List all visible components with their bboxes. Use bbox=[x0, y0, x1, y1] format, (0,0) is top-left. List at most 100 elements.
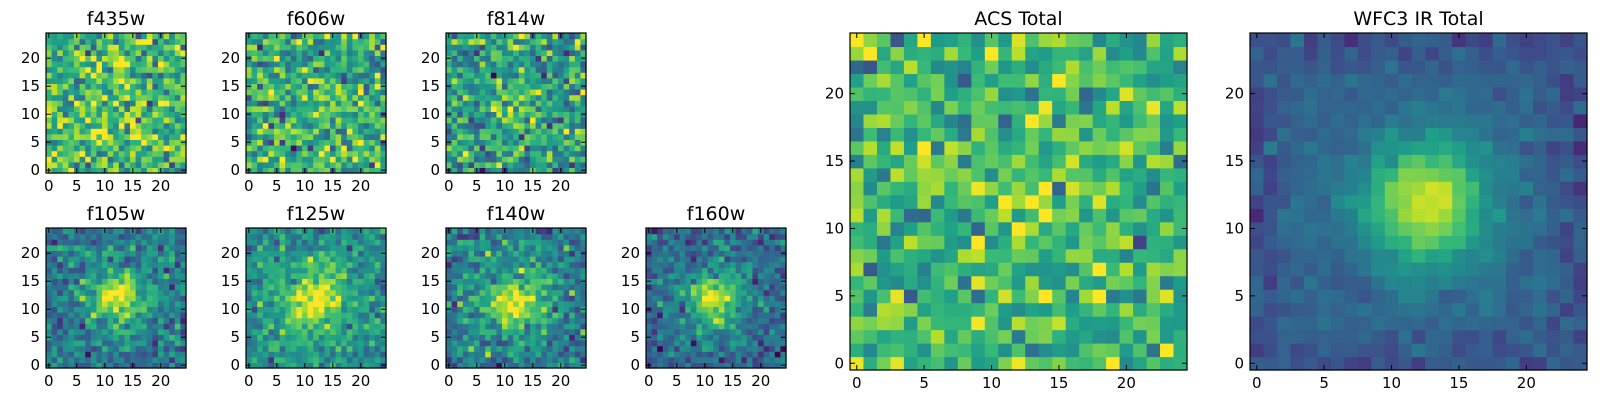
cell-f814w bbox=[563, 117, 570, 124]
cell-acs bbox=[850, 181, 865, 196]
cell-f606w bbox=[262, 77, 269, 84]
cell-f435w bbox=[85, 117, 92, 124]
cell-f606w bbox=[335, 66, 342, 73]
cell-f105w bbox=[90, 345, 97, 352]
cell-f606w bbox=[262, 133, 269, 140]
cell-f814w bbox=[569, 161, 576, 168]
cell-f140w bbox=[535, 244, 542, 251]
cell-f160w bbox=[718, 312, 725, 319]
cell-f606w bbox=[346, 122, 353, 129]
cell-f105w bbox=[118, 306, 125, 313]
cell-f814w bbox=[518, 66, 525, 73]
cell-f140w bbox=[479, 312, 486, 319]
cell-f606w bbox=[358, 66, 365, 73]
cell-f105w bbox=[90, 278, 97, 285]
cell-f140w bbox=[446, 345, 453, 352]
cell-f105w bbox=[113, 267, 120, 274]
cell-f606w bbox=[274, 105, 281, 112]
cell-f140w bbox=[490, 356, 497, 363]
cell-f435w bbox=[113, 128, 120, 135]
cell-acs bbox=[850, 275, 865, 290]
cell-f814w bbox=[546, 156, 553, 163]
cell-f140w bbox=[446, 300, 453, 307]
cell-f105w bbox=[90, 228, 97, 235]
cell-f435w bbox=[141, 61, 148, 68]
cell-f125w bbox=[279, 239, 286, 246]
cell-f606w bbox=[346, 100, 353, 107]
cell-f140w bbox=[563, 328, 570, 335]
cell-f125w bbox=[341, 233, 348, 240]
cell-f160w bbox=[780, 244, 787, 251]
cell-f606w bbox=[369, 105, 376, 112]
cell-f606w bbox=[335, 122, 342, 129]
cell-f435w bbox=[74, 117, 81, 124]
cell-f105w bbox=[146, 228, 153, 235]
cell-f606w bbox=[358, 55, 365, 62]
cell-f814w bbox=[451, 66, 458, 73]
cell-f105w bbox=[85, 244, 92, 251]
cell-f814w bbox=[462, 44, 469, 51]
cell-f606w bbox=[318, 83, 325, 90]
cell-f140w bbox=[580, 300, 587, 307]
cell-f125w bbox=[296, 345, 303, 352]
cell-f814w bbox=[552, 44, 559, 51]
cell-f606w bbox=[307, 89, 314, 96]
cell-f105w bbox=[85, 345, 92, 352]
cell-f435w bbox=[158, 161, 165, 168]
cell-f814w bbox=[507, 61, 514, 68]
cell-f105w bbox=[113, 351, 120, 358]
cell-f140w bbox=[502, 340, 509, 347]
cell-f160w bbox=[702, 256, 709, 263]
cell-acs bbox=[1079, 208, 1094, 223]
cell-f140w bbox=[563, 261, 570, 268]
cell-f125w bbox=[358, 295, 365, 302]
cell-f606w bbox=[246, 72, 253, 79]
cell-f435w bbox=[113, 72, 120, 79]
cell-f606w bbox=[285, 61, 292, 68]
cell-f140w bbox=[496, 278, 503, 285]
cell-f814w bbox=[446, 38, 453, 45]
cell-f160w bbox=[730, 256, 737, 263]
cell-f435w bbox=[68, 133, 75, 140]
cell-f140w bbox=[479, 256, 486, 263]
cell-f435w bbox=[46, 128, 53, 135]
cell-f140w bbox=[451, 351, 458, 358]
cell-f125w bbox=[318, 300, 325, 307]
cell-f435w bbox=[74, 139, 81, 146]
cell-f140w bbox=[462, 312, 469, 319]
xtick-label: 20 bbox=[151, 177, 170, 195]
cell-acs bbox=[890, 208, 905, 223]
cell-f125w bbox=[302, 345, 309, 352]
cell-f125w bbox=[290, 256, 297, 263]
cell-f140w bbox=[541, 323, 548, 330]
cell-acs bbox=[998, 248, 1013, 263]
cell-f105w bbox=[113, 284, 120, 291]
cell-f814w bbox=[507, 128, 514, 135]
cell-acs bbox=[1119, 343, 1134, 358]
cell-f105w bbox=[102, 233, 109, 240]
cell-f125w bbox=[279, 272, 286, 279]
cell-acs bbox=[998, 181, 1013, 196]
cell-f140w bbox=[462, 267, 469, 274]
cell-f160w bbox=[763, 345, 770, 352]
cell-f814w bbox=[451, 139, 458, 146]
cell-f160w bbox=[685, 306, 692, 313]
cell-f105w bbox=[141, 306, 148, 313]
cell-f606w bbox=[279, 49, 286, 56]
cell-f140w bbox=[552, 278, 559, 285]
cell-f140w bbox=[490, 334, 497, 341]
cell-f160w bbox=[769, 340, 776, 347]
cell-f105w bbox=[74, 261, 81, 268]
cell-f125w bbox=[380, 228, 387, 235]
cell-f606w bbox=[262, 111, 269, 118]
cell-f105w bbox=[174, 334, 181, 341]
cell-f105w bbox=[163, 323, 170, 330]
cell-f125w bbox=[346, 228, 353, 235]
cell-f435w bbox=[46, 66, 53, 73]
cell-f125w bbox=[352, 312, 359, 319]
cell-f140w bbox=[502, 250, 509, 257]
cell-f125w bbox=[346, 284, 353, 291]
cell-f435w bbox=[124, 128, 131, 135]
cell-f105w bbox=[130, 289, 137, 296]
cell-f435w bbox=[51, 89, 58, 96]
